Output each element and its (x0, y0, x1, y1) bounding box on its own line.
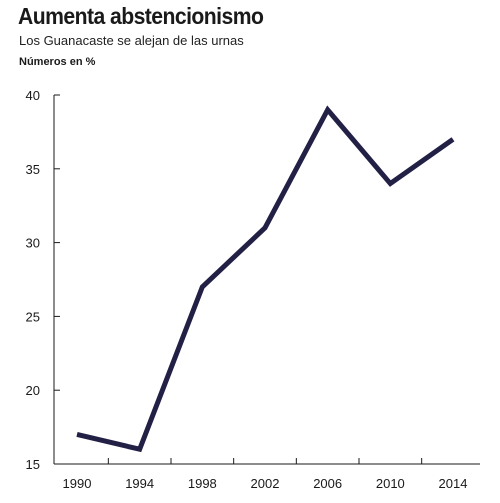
x-tick-label: 2014 (439, 476, 468, 491)
series-group (76, 105, 455, 453)
axes (53, 95, 480, 465)
y-tick-label: 25 (26, 309, 40, 324)
x-tick-label: 2006 (313, 476, 342, 491)
y-tick-label: 15 (26, 457, 40, 472)
chart-title: Aumenta abstencionismo (18, 3, 264, 29)
x-tick-label: 1998 (188, 476, 217, 491)
y-axis-label: Números en % (19, 56, 96, 68)
x-tick-label: 2010 (376, 476, 405, 491)
y-tick-label: 30 (26, 236, 40, 251)
y-tick-label: 35 (26, 162, 40, 177)
series-line (76, 105, 455, 453)
x-ticks: 1990 1994 1998 2002 2006 2010 2014 (63, 458, 468, 491)
x-tick-label: 1994 (125, 476, 154, 491)
y-ticks: 15 20 25 30 35 40 (26, 88, 60, 472)
chart-subtitle: Los Guanacaste se alejan de las urnas (19, 33, 244, 48)
x-tick-label: 2002 (251, 476, 280, 491)
x-tick-label: 1990 (63, 476, 92, 491)
y-tick-label: 40 (26, 88, 40, 103)
y-tick-label: 20 (26, 383, 40, 398)
